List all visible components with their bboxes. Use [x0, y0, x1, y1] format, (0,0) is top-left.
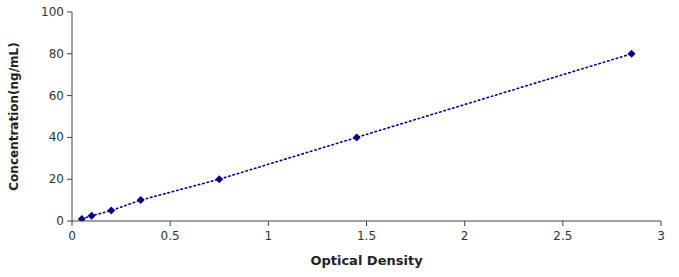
y-tick: [67, 179, 72, 180]
data-point: [215, 175, 223, 183]
plot-area: [78, 50, 636, 221]
x-axis-label: Optical Density: [310, 253, 423, 268]
x-tick: [72, 221, 73, 226]
y-tick: [67, 53, 72, 54]
x-tick-label: 2.5: [553, 229, 572, 243]
y-tick: [67, 12, 72, 13]
x-tick: [268, 221, 269, 226]
x-tick-label: 3: [657, 229, 665, 243]
x-tick: [170, 221, 171, 226]
y-axis-line: [72, 12, 73, 221]
x-tick: [464, 221, 465, 226]
data-point: [353, 133, 361, 141]
data-line: [82, 54, 632, 219]
data-point: [137, 196, 145, 204]
data-point: [88, 212, 96, 220]
y-tick-label: 100: [41, 5, 64, 19]
x-tick: [661, 221, 662, 226]
y-tick-label: 40: [49, 130, 64, 144]
y-tick-label: 20: [49, 172, 64, 186]
data-point: [107, 207, 115, 215]
x-tick-label: 0: [68, 229, 76, 243]
y-tick: [67, 221, 72, 222]
y-axis-label: Concentration(ng/mL): [7, 42, 21, 190]
y-tick-label: 0: [56, 214, 64, 228]
data-point: [78, 215, 86, 221]
x-tick: [366, 221, 367, 226]
chart-container: 0 0.5 1 1.5 2 2.5 3 0 20 40 60 80 100 Optical Density…: [0, 0, 679, 277]
x-tick-label: 1.5: [357, 229, 376, 243]
data-point: [628, 50, 636, 58]
x-tick-label: 0.5: [161, 229, 180, 243]
chart: 0 0.5 1 1.5 2 2.5 3 0 20 40 60 80 100 Optical Density…: [0, 0, 679, 277]
y-tick-label: 80: [49, 47, 64, 61]
x-tick: [562, 221, 563, 226]
y-tick: [67, 137, 72, 138]
y-tick-label: 60: [49, 89, 64, 103]
x-tick-label: 2: [461, 229, 469, 243]
y-tick: [67, 95, 72, 96]
x-tick-label: 1: [265, 229, 273, 243]
